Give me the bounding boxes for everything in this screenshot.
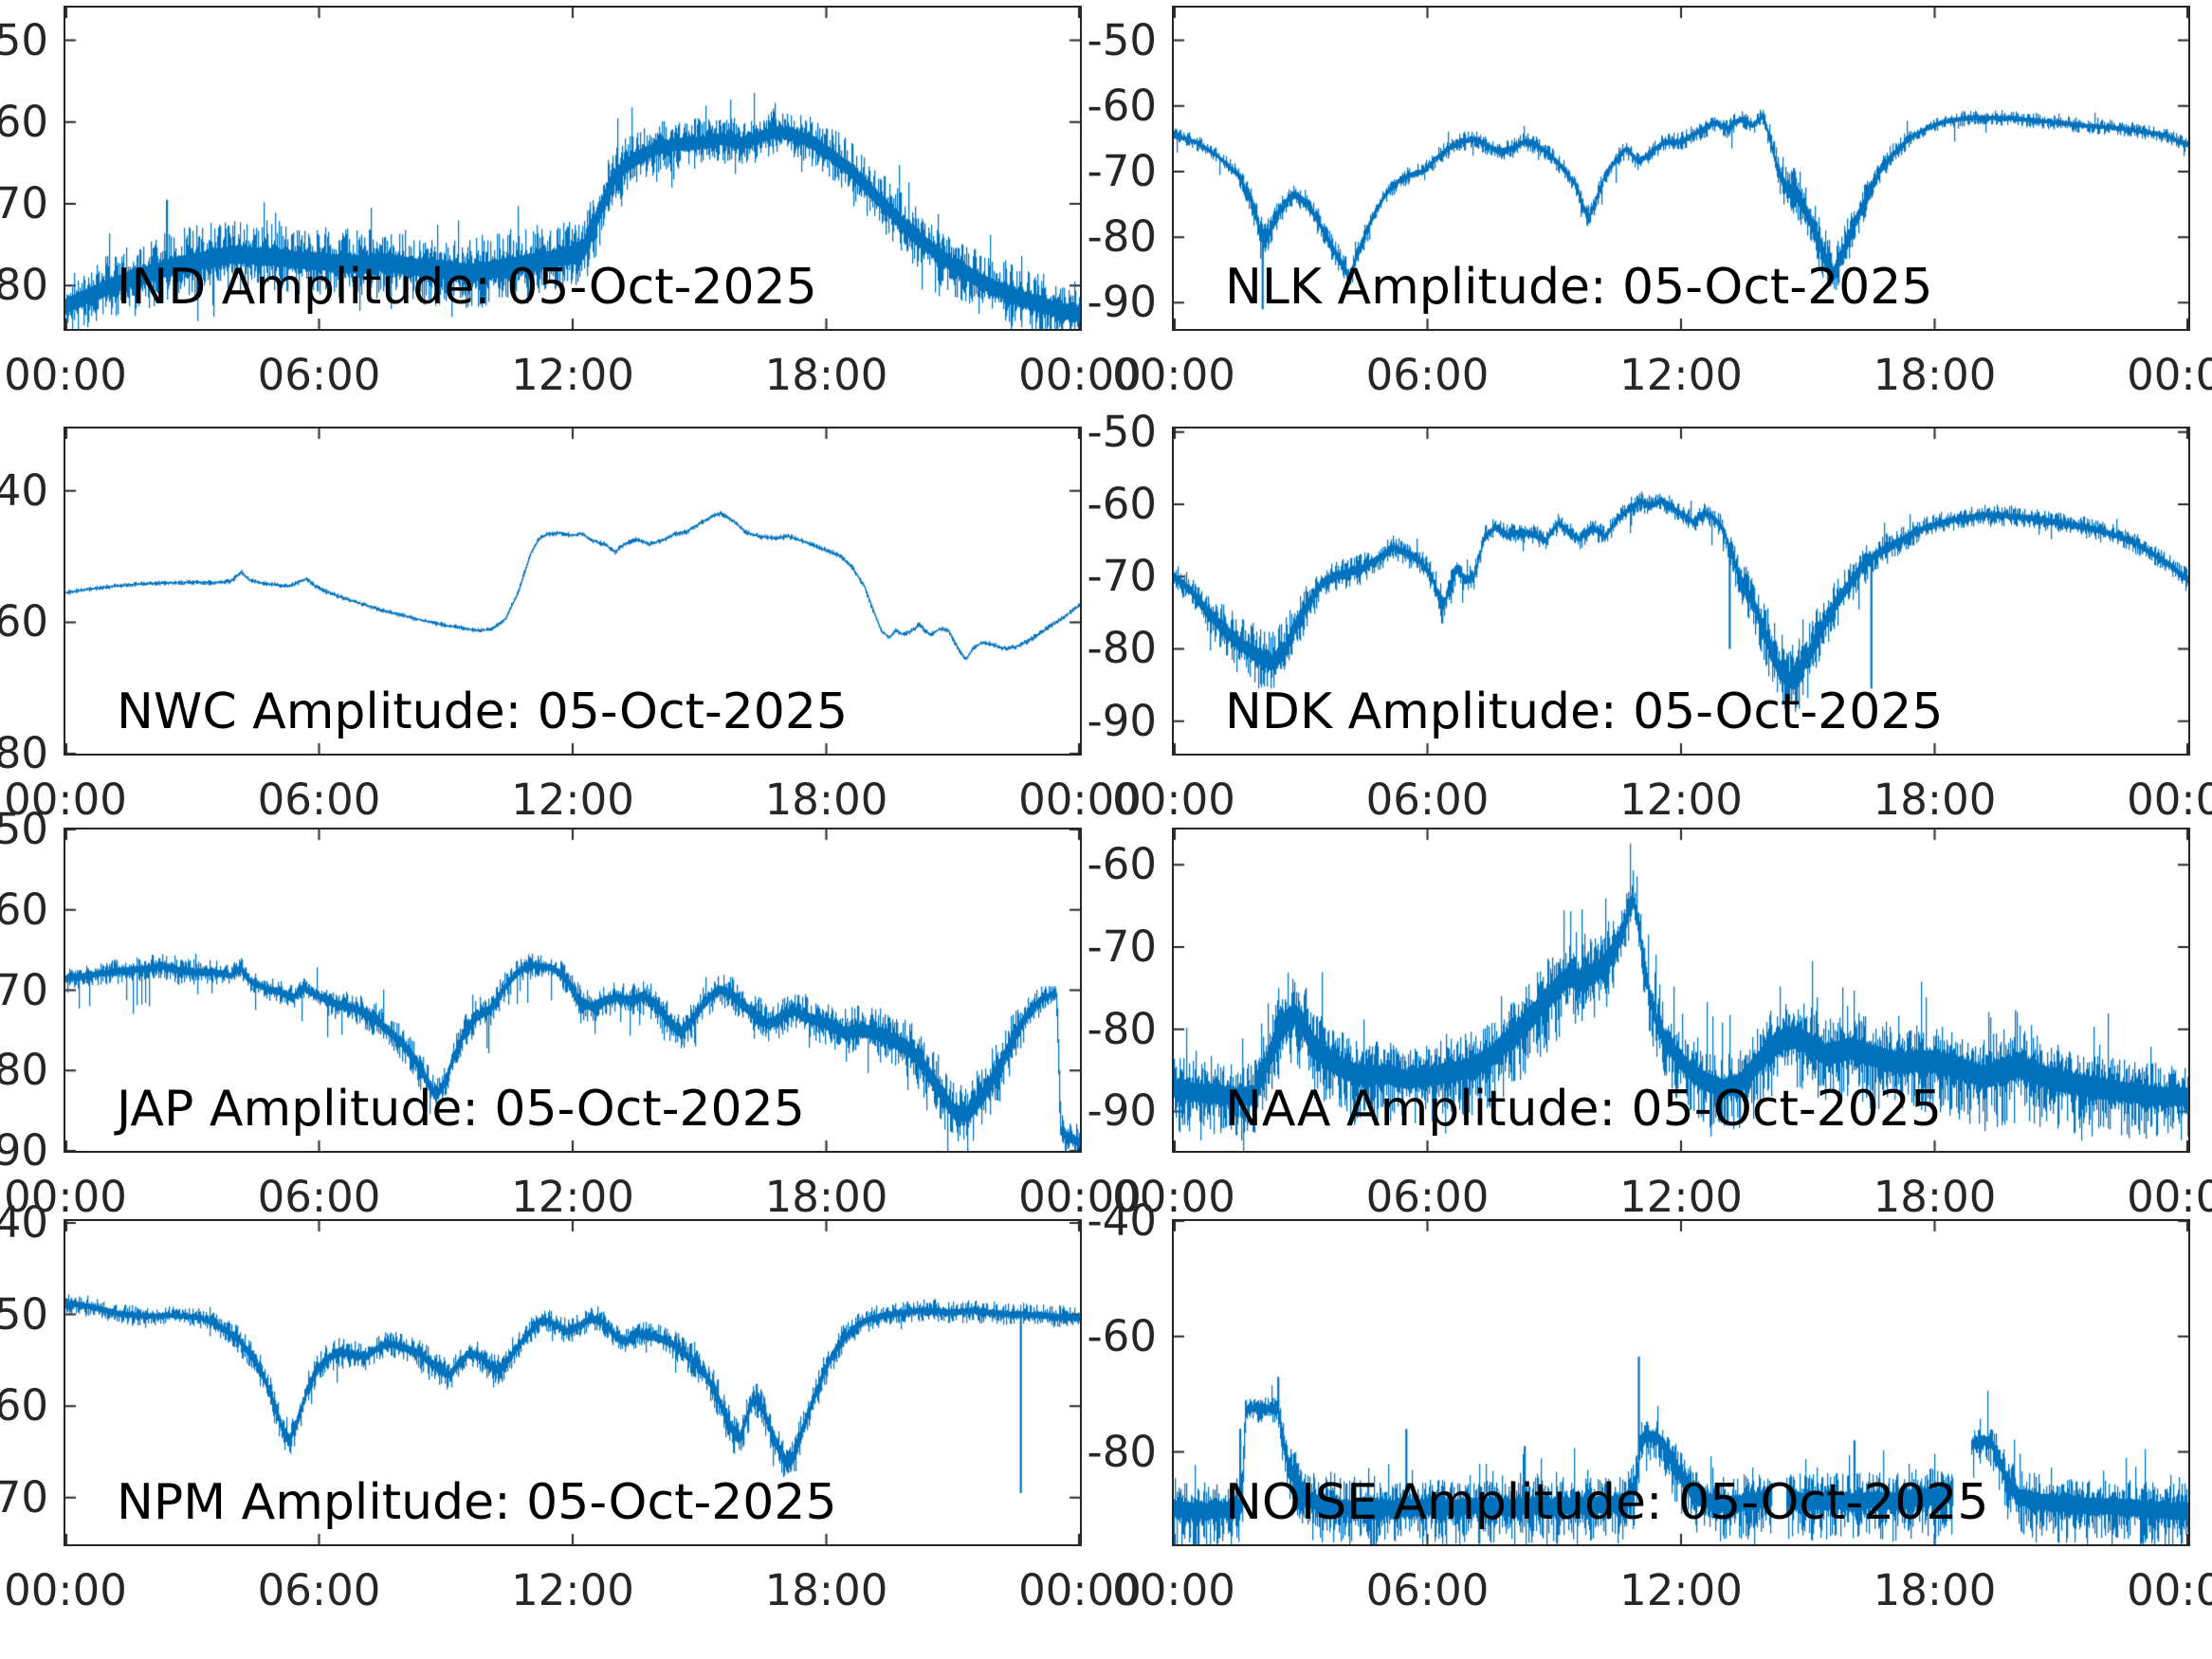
x-tick-label-ndk-1: 06:00 xyxy=(1365,775,1490,825)
subplot-noise xyxy=(1172,1219,2190,1546)
subplot-nwc xyxy=(64,427,1082,756)
x-tick-label-naa-3: 18:00 xyxy=(1873,1172,1997,1222)
y-tick-label-ind-2: 70 xyxy=(0,178,48,229)
x-tick-label-ind-2: 12:00 xyxy=(511,350,634,400)
signal-canvas-ndk xyxy=(1174,428,2188,754)
x-tick-label-ind-4: 00:00 xyxy=(1018,350,1142,400)
x-tick-label-noise-1: 06:00 xyxy=(1365,1565,1490,1615)
x-tick-label-naa-2: 12:00 xyxy=(1619,1172,1743,1222)
y-tick-label-nlk-1: -60 xyxy=(1087,80,1158,131)
y-tick-label-jap-3: 80 xyxy=(0,1045,48,1096)
y-tick-label-naa-2: -80 xyxy=(1087,1003,1158,1054)
plot-title-ndk: NDK Amplitude: 05-Oct-2025 xyxy=(1225,684,1944,740)
x-tick-label-noise-4: 00:00 xyxy=(2127,1565,2212,1615)
x-tick-label-jap-2: 12:00 xyxy=(511,1172,634,1222)
signal-canvas-npm xyxy=(65,1221,1080,1544)
x-tick-label-nwc-4: 00:00 xyxy=(1018,775,1142,825)
x-tick-label-nlk-0: 00:00 xyxy=(1112,350,1235,400)
x-tick-label-naa-1: 06:00 xyxy=(1365,1172,1490,1222)
y-tick-label-ind-1: 60 xyxy=(0,96,48,147)
x-tick-label-ind-1: 06:00 xyxy=(257,350,381,400)
x-tick-label-npm-3: 18:00 xyxy=(764,1565,888,1615)
y-tick-label-nlk-4: -90 xyxy=(1087,277,1158,328)
y-tick-label-nlk-0: -50 xyxy=(1087,14,1158,65)
subplot-naa xyxy=(1172,828,2190,1153)
y-tick-label-nwc-1: 60 xyxy=(0,596,48,647)
y-tick-label-nlk-2: -70 xyxy=(1087,145,1158,196)
plot-title-nwc: NWC Amplitude: 05-Oct-2025 xyxy=(117,684,849,740)
x-tick-label-jap-0: 00:00 xyxy=(4,1172,127,1222)
x-tick-label-ndk-3: 18:00 xyxy=(1873,775,1997,825)
y-tick-label-jap-1: 60 xyxy=(0,884,48,935)
plot-title-nlk: NLK Amplitude: 05-Oct-2025 xyxy=(1225,259,1933,316)
x-tick-label-nlk-3: 18:00 xyxy=(1873,350,1997,400)
plot-title-naa: NAA Amplitude: 05-Oct-2025 xyxy=(1225,1081,1942,1138)
y-tick-label-jap-2: 70 xyxy=(0,964,48,1015)
x-tick-label-ndk-2: 12:00 xyxy=(1619,775,1743,825)
x-tick-label-npm-0: 00:00 xyxy=(4,1565,127,1615)
x-tick-label-npm-4: 00:00 xyxy=(1018,1565,1142,1615)
x-tick-label-jap-1: 06:00 xyxy=(257,1172,381,1222)
y-tick-label-npm-3: 70 xyxy=(0,1471,48,1522)
subplot-jap xyxy=(64,828,1082,1153)
y-tick-label-ind-3: 80 xyxy=(0,260,48,311)
x-tick-label-jap-3: 18:00 xyxy=(764,1172,888,1222)
x-tick-label-ind-3: 18:00 xyxy=(764,350,888,400)
plot-title-jap: JAP Amplitude: 05-Oct-2025 xyxy=(117,1081,805,1138)
signal-canvas-nlk xyxy=(1174,8,2188,329)
y-tick-label-naa-3: -90 xyxy=(1087,1085,1158,1137)
x-tick-label-noise-2: 12:00 xyxy=(1619,1565,1743,1615)
y-tick-label-ndk-2: -70 xyxy=(1087,551,1158,602)
subplot-nlk xyxy=(1172,6,2190,331)
y-tick-label-ndk-3: -80 xyxy=(1087,623,1158,674)
x-tick-label-nlk-1: 06:00 xyxy=(1365,350,1490,400)
y-tick-label-ndk-4: -90 xyxy=(1087,695,1158,746)
y-tick-label-ind-0: 50 xyxy=(0,14,48,65)
y-tick-label-npm-0: 40 xyxy=(0,1196,48,1248)
y-tick-label-noise-1: -60 xyxy=(1087,1310,1158,1361)
x-tick-label-nlk-4: 00:00 xyxy=(2127,350,2212,400)
y-tick-label-nlk-3: -80 xyxy=(1087,211,1158,263)
x-tick-label-npm-1: 06:00 xyxy=(257,1565,381,1615)
x-tick-label-nwc-0: 00:00 xyxy=(4,775,127,825)
y-tick-label-naa-0: -60 xyxy=(1087,839,1158,890)
signal-canvas-naa xyxy=(1174,830,2188,1151)
y-tick-label-ndk-0: -50 xyxy=(1087,406,1158,457)
plot-title-npm: NPM Amplitude: 05-Oct-2025 xyxy=(117,1474,837,1531)
x-tick-label-jap-4: 00:00 xyxy=(1018,1172,1142,1222)
signal-canvas-noise xyxy=(1174,1221,2188,1544)
signal-canvas-jap xyxy=(65,830,1080,1151)
y-tick-label-jap-0: 50 xyxy=(0,804,48,854)
y-tick-label-naa-1: -70 xyxy=(1087,921,1158,972)
plot-title-ind: IND Amplitude: 05-Oct-2025 xyxy=(117,259,817,316)
signal-canvas-ind xyxy=(65,8,1080,329)
y-tick-label-nwc-2: 80 xyxy=(0,728,48,778)
y-tick-label-ndk-1: -60 xyxy=(1087,479,1158,530)
x-tick-label-nwc-3: 18:00 xyxy=(764,775,888,825)
x-tick-label-naa-4: 00:00 xyxy=(2127,1172,2212,1222)
y-tick-label-npm-1: 50 xyxy=(0,1288,48,1340)
subplot-npm xyxy=(64,1219,1082,1546)
x-tick-label-nwc-2: 12:00 xyxy=(511,775,634,825)
x-tick-label-npm-2: 12:00 xyxy=(511,1565,634,1615)
x-tick-label-noise-0: 00:00 xyxy=(1112,1565,1235,1615)
plot-title-noise: NOISE Amplitude: 05-Oct-2025 xyxy=(1225,1474,1989,1531)
subplot-ndk xyxy=(1172,427,2190,756)
x-tick-label-nwc-1: 06:00 xyxy=(257,775,381,825)
signal-canvas-nwc xyxy=(65,428,1080,754)
y-tick-label-npm-2: 60 xyxy=(0,1380,48,1431)
y-tick-label-noise-0: -40 xyxy=(1087,1195,1158,1246)
y-tick-label-noise-2: -80 xyxy=(1087,1426,1158,1477)
x-tick-label-noise-3: 18:00 xyxy=(1873,1565,1997,1615)
x-tick-label-naa-0: 00:00 xyxy=(1112,1172,1235,1222)
subplot-ind xyxy=(64,6,1082,331)
x-tick-label-ind-0: 00:00 xyxy=(4,350,127,400)
y-tick-label-jap-4: 90 xyxy=(0,1125,48,1176)
x-tick-label-nlk-2: 12:00 xyxy=(1619,350,1743,400)
x-tick-label-ndk-0: 00:00 xyxy=(1112,775,1235,825)
x-tick-label-ndk-4: 00:00 xyxy=(2127,775,2212,825)
y-tick-label-nwc-0: 40 xyxy=(0,465,48,516)
